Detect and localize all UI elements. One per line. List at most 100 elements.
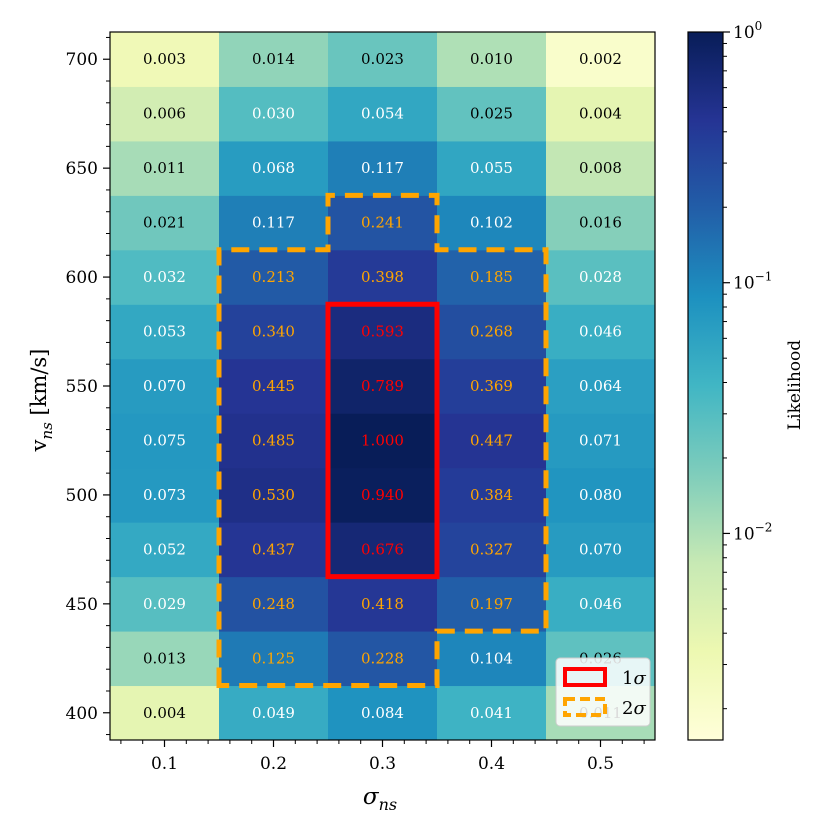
- heatmap-cell: [437, 522, 547, 578]
- heatmap-cell: [546, 32, 656, 87]
- cell-value-label: 0.075: [143, 431, 186, 449]
- cell-value-label: 0.445: [252, 377, 295, 395]
- heatmap-cell: [219, 631, 329, 687]
- cell-value-label: 0.241: [361, 214, 404, 232]
- cell-value-label: 0.028: [579, 268, 622, 286]
- heatmap-cell: [219, 358, 329, 414]
- heatmap-cell: [546, 358, 656, 414]
- cell-value-label: 0.676: [361, 540, 404, 558]
- heatmap-cell: [437, 576, 547, 632]
- heatmap-cell: [328, 304, 438, 360]
- heatmap-cell: [328, 631, 438, 687]
- heatmap-cell: [328, 140, 438, 196]
- cell-value-label: 0.054: [361, 105, 404, 123]
- y-tick-label: 500: [66, 486, 98, 506]
- cell-value-label: 1.000: [361, 431, 404, 449]
- contour-2sigma: [216, 192, 549, 688]
- heatmap-cell: [110, 86, 220, 142]
- cell-value-label: 0.030: [252, 105, 295, 123]
- cell-value-label: 0.185: [470, 268, 513, 286]
- heatmap-cell: [219, 576, 329, 632]
- heatmap-cell: [219, 86, 329, 142]
- heatmap-cell: [110, 413, 220, 469]
- legend-label: 2σ: [622, 698, 646, 719]
- cell-value-label: 0.125: [252, 649, 295, 667]
- x-tick-label: 0.5: [587, 754, 614, 774]
- cell-value-label: 0.006: [143, 105, 186, 123]
- cell-value-label: 0.437: [252, 540, 295, 558]
- heatmap-cell: [328, 413, 438, 469]
- x-axis-label: σns: [363, 784, 397, 814]
- heatmap-cell: [437, 32, 547, 87]
- heatmap-cell: [110, 685, 220, 741]
- cell-value-label: 0.530: [252, 486, 295, 504]
- heatmap-cell: [546, 304, 656, 360]
- heatmap-cell: [110, 140, 220, 196]
- x-tick-label: 0.3: [369, 754, 396, 774]
- cell-value-label: 0.014: [252, 50, 295, 68]
- cell-value-label: 0.004: [579, 105, 622, 123]
- heatmap-cell: [110, 32, 220, 87]
- cell-value-label: 0.327: [470, 540, 513, 558]
- y-tick-label: 550: [66, 377, 98, 397]
- heatmap-cell: [437, 631, 547, 687]
- legend-swatch: [563, 697, 607, 717]
- heatmap-cell: [219, 522, 329, 578]
- main-axes: 0.1 0.2 0.3 0.4 0.5 400 450 500 550 600 650 700: [66, 31, 656, 774]
- heatmap-cell: [437, 358, 547, 414]
- y-tick-label: 600: [66, 268, 98, 288]
- heatmap-cell: [546, 522, 656, 578]
- cell-value-label: 0.447: [470, 431, 513, 449]
- heatmap-cell: [328, 32, 438, 87]
- cell-value-label: 0.398: [361, 268, 404, 286]
- cell-value-label: 0.004: [143, 704, 186, 722]
- heatmap-cell: [110, 576, 220, 632]
- cell-value-label: 0.053: [143, 323, 186, 341]
- heatmap-cell: [437, 685, 547, 741]
- colorbar-tick-label: 10−1: [733, 270, 772, 294]
- heatmap-cell: [546, 86, 656, 142]
- cell-value-label: 0.032: [143, 268, 186, 286]
- colorbar: 100 10−1 10−2: [687, 19, 772, 741]
- cell-value-label: 0.789: [361, 377, 404, 395]
- heatmap-cell: [219, 304, 329, 360]
- heatmap-cell: [110, 467, 220, 523]
- heatmap-cell: [437, 86, 547, 142]
- cell-value-label: 0.104: [470, 649, 513, 667]
- cell-value-label: 0.384: [470, 486, 513, 504]
- heatmap-cell: [219, 140, 329, 196]
- cell-value-label: 0.013: [143, 649, 186, 667]
- cell-value-label: 0.080: [579, 486, 622, 504]
- cell-value-label: 0.213: [252, 268, 295, 286]
- cell-value-label: 0.593: [361, 323, 404, 341]
- cell-value-label: 0.016: [579, 214, 622, 232]
- colorbar-label: Likelihood: [785, 340, 805, 430]
- heatmap-cell: [219, 467, 329, 523]
- heatmap-cell: [110, 195, 220, 251]
- cell-value-label: 0.268: [470, 323, 513, 341]
- heatmap-cell: [110, 358, 220, 414]
- cell-value-label: 0.002: [579, 50, 622, 68]
- cell-value-label: 0.070: [579, 540, 622, 558]
- heatmap-cell: [110, 249, 220, 305]
- heatmap-cell: [546, 413, 656, 469]
- x-tick-label: 0.2: [260, 754, 287, 774]
- cell-value-label: 0.049: [252, 704, 295, 722]
- heatmap-cell: [110, 522, 220, 578]
- x-tick-label: 0.1: [151, 754, 178, 774]
- cell-value-label: 0.046: [579, 323, 622, 341]
- cell-value-label: 0.052: [143, 540, 186, 558]
- cell-value-label: 0.070: [143, 377, 186, 395]
- cell-value-label: 0.073: [143, 486, 186, 504]
- cell-value-label: 0.340: [252, 323, 295, 341]
- cell-value-label: 0.068: [252, 159, 295, 177]
- legend-label: 1σ: [622, 668, 646, 689]
- legend-swatch: [563, 667, 607, 687]
- heatmap-cell: [219, 685, 329, 741]
- heatmap-cell: [437, 467, 547, 523]
- cell-value-label: 0.071: [579, 431, 622, 449]
- heatmap-cell: [219, 249, 329, 305]
- cell-value-label: 0.041: [470, 704, 513, 722]
- cell-value-label: 0.021: [143, 214, 186, 232]
